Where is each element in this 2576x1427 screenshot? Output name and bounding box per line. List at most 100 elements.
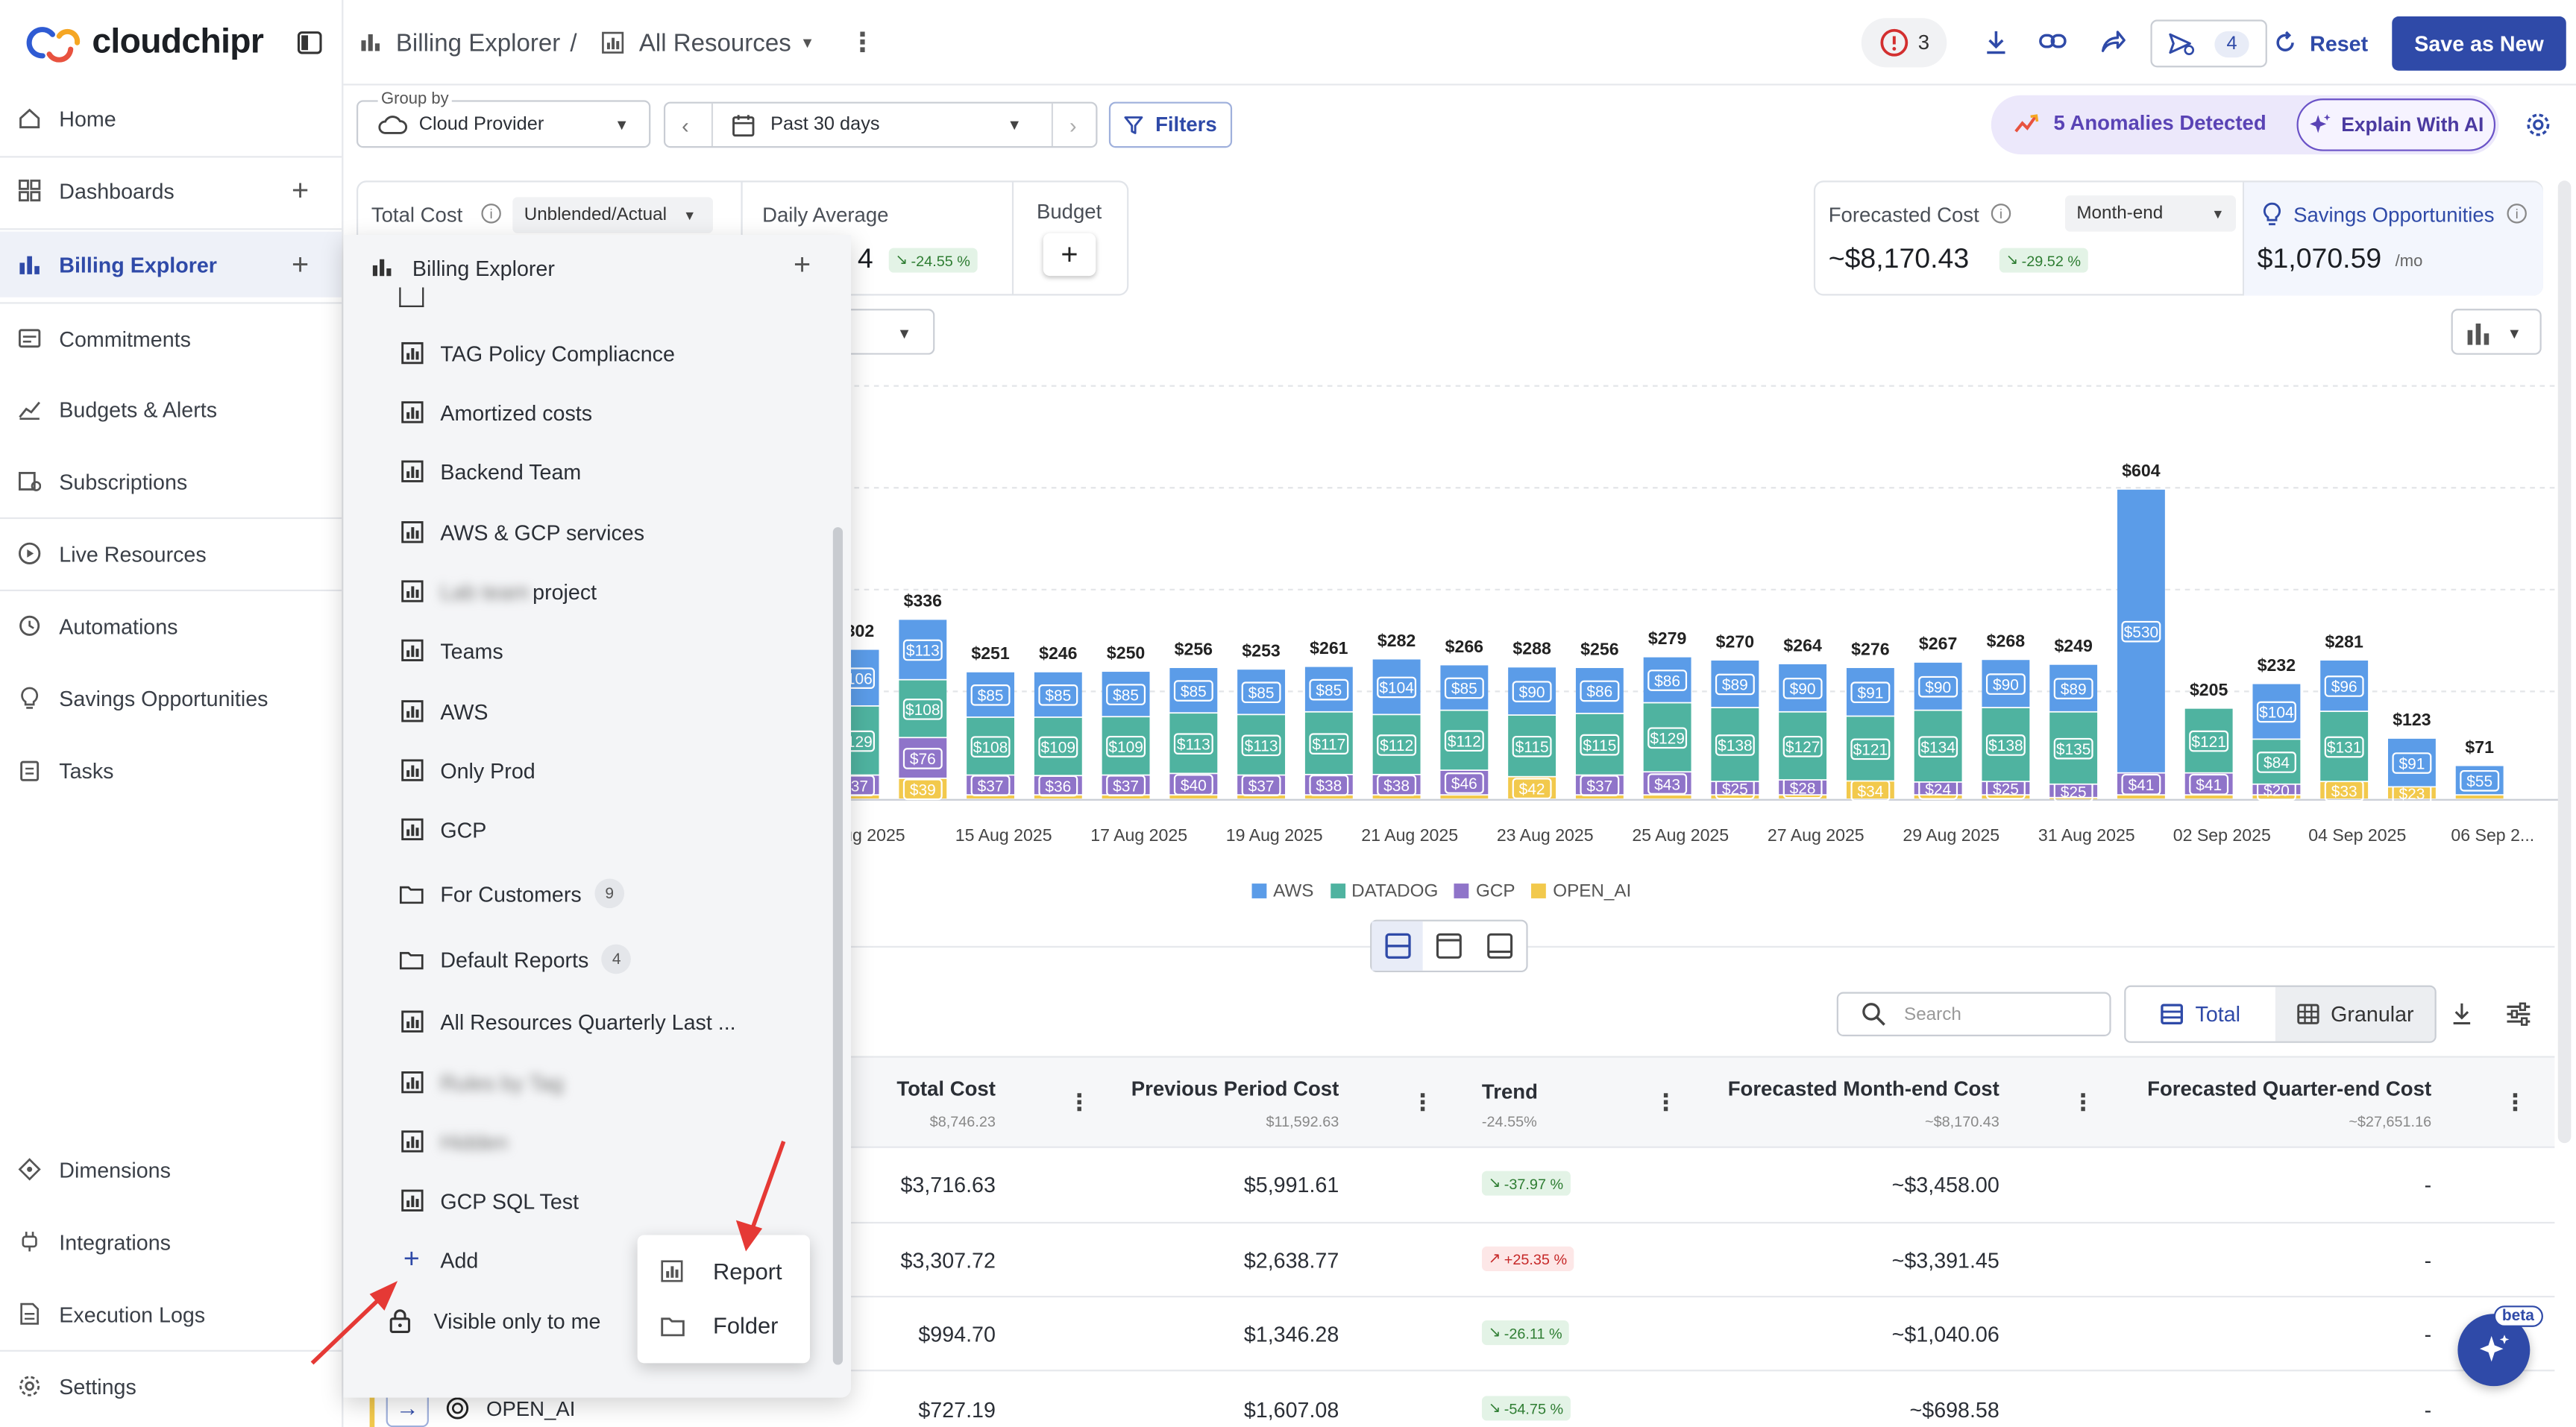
save-as-new-button[interactable]: Save as New [2392, 16, 2566, 71]
legend-item-open-ai[interactable]: OPEN_AI [1531, 882, 1631, 901]
column-settings-icon[interactable] [2505, 1002, 2531, 1027]
layout-table-button[interactable] [1474, 922, 1526, 971]
sidebar-item-settings[interactable]: Settings [0, 1353, 342, 1419]
granular-view-button[interactable]: Granular [2275, 986, 2435, 1042]
cost-type-select[interactable]: Unblended/Actual ▼ [512, 197, 714, 233]
report-icon [399, 400, 424, 424]
alerts-button[interactable]: 3 [1861, 18, 1947, 68]
panel-item-report[interactable]: Hidden [399, 1118, 508, 1165]
info-icon[interactable]: i [2507, 204, 2527, 224]
panel-add-button[interactable]: + Add [399, 1237, 478, 1283]
info-icon[interactable]: i [1991, 204, 2011, 224]
date-range-picker[interactable]: ‹ Past 30 days ▼ › [663, 101, 1098, 148]
download-icon[interactable] [1985, 30, 2008, 56]
sidebar-item-savings-opportunities[interactable]: Savings Opportunities [0, 665, 342, 731]
data-label: $90 [1993, 676, 2019, 693]
column-header-previous-period-cost[interactable]: Previous Period Cost [1131, 1077, 1339, 1100]
panel-item-report[interactable]: TAG Policy Compliacnce [399, 330, 675, 377]
bar-total-label: $71 [2465, 737, 2494, 757]
breadcrumb-root[interactable]: Billing Explorer [395, 29, 561, 58]
notifications-button[interactable]: 4 [2150, 19, 2267, 68]
share-icon[interactable] [2101, 30, 2126, 53]
sidebar-item-live-resources[interactable]: Live Resources [0, 520, 342, 586]
search-input[interactable]: Search [1836, 992, 2111, 1036]
panel-item-report[interactable]: Amortized costs [399, 389, 592, 435]
sidebar-item-integrations[interactable]: Integrations [0, 1209, 342, 1274]
filters-button[interactable]: Filters [1108, 101, 1233, 148]
panel-item-report[interactable]: GCP SQL Test [399, 1177, 579, 1223]
column-menu-icon[interactable]: ⋮ [2504, 1089, 2527, 1115]
sidebar-item-billing-explorer[interactable]: Billing Explorer + [0, 231, 342, 297]
add-budget-button[interactable]: + [1043, 233, 1096, 277]
column-menu-icon[interactable]: ⋮ [1654, 1089, 1678, 1115]
anomalies-detected-link[interactable]: 5 Anomalies Detected [2053, 111, 2266, 135]
data-label-frame [1444, 677, 1484, 699]
sidebar-item-budgets-alerts[interactable]: Budgets & Alerts [0, 376, 342, 441]
panel-scrollbar[interactable] [832, 527, 844, 1365]
view-dropdown-chevron-icon[interactable]: ▼ [799, 34, 815, 51]
previous-period-icon[interactable]: ‹ [682, 113, 689, 139]
legend-item-gcp[interactable]: GCP [1454, 882, 1515, 901]
info-icon[interactable]: i [481, 204, 501, 224]
view-name[interactable]: All Resources [638, 29, 791, 58]
forecast-period-select[interactable]: Month-end ▼ [2064, 195, 2237, 232]
settings-gear-icon[interactable] [2525, 112, 2551, 138]
panel-item-report[interactable]: AWS & GCP services [399, 509, 644, 555]
explain-with-ai-button[interactable]: Explain With AI [2296, 98, 2496, 151]
link-icon[interactable] [2039, 31, 2067, 51]
panel-item-report[interactable]: All Resources Quarterly Last ... [399, 998, 736, 1045]
panel-item-report[interactable]: Teams [399, 627, 503, 673]
sidebar-item-home[interactable]: Home [0, 86, 342, 151]
panel-item-folder[interactable]: Default Reports 4 [399, 936, 632, 983]
panel-item-folder[interactable]: For Customers 9 [399, 870, 624, 916]
sidebar-item-subscriptions[interactable]: Subscriptions [0, 448, 342, 514]
column-header-forecasted-month-end[interactable]: Forecasted Month-end Cost [1727, 1077, 1999, 1100]
legend-item-aws[interactable]: AWS [1251, 882, 1313, 901]
column-menu-icon[interactable]: ⋮ [1067, 1089, 1091, 1115]
panel-item-report[interactable]: Backend Team [399, 448, 581, 494]
panel-item-report[interactable]: Rules by Tag [399, 1059, 563, 1106]
column-header-total-cost[interactable]: Total Cost [896, 1077, 996, 1100]
next-period-icon[interactable]: › [1069, 113, 1077, 139]
add-report-icon[interactable]: + [793, 248, 811, 281]
total-view-button[interactable]: Total [2126, 986, 2275, 1042]
sidebar-item-tasks[interactable]: Tasks [0, 737, 342, 803]
sidebar-item-commitments[interactable]: Commitments [0, 306, 342, 371]
column-menu-icon[interactable]: ⋮ [1411, 1089, 1435, 1115]
column-header-trend[interactable]: Trend [1481, 1080, 1538, 1104]
panel-item-report[interactable]: GCP [399, 807, 486, 853]
sidebar-item-execution-logs[interactable]: Execution Logs [0, 1281, 342, 1346]
legend-item-datadog[interactable]: DATADOG [1330, 882, 1438, 901]
add-report-icon[interactable]: + [291, 247, 310, 280]
layout-split-button[interactable] [1372, 921, 1424, 971]
add-report-option[interactable]: Report [661, 1258, 782, 1285]
brand-logo[interactable]: cloudchipr [23, 23, 264, 63]
collapse-sidebar-icon[interactable] [296, 30, 322, 56]
sidebar-item-dimensions[interactable]: Dimensions [0, 1136, 342, 1202]
group-by-select[interactable]: Group by Cloud Provider ▼ [356, 90, 651, 148]
bar-total-label: $249 [2054, 636, 2092, 655]
sidebar-item-dashboards[interactable]: Dashboards + [0, 157, 342, 223]
chart-type-select[interactable]: ▼ [2451, 309, 2542, 355]
column-menu-icon[interactable]: ⋮ [2071, 1089, 2095, 1115]
sidebar-item-automations[interactable]: Automations [0, 593, 342, 658]
savings-opportunities-panel[interactable]: Savings Opportunities i $1,070.59 /mo [2242, 182, 2543, 296]
panel-item-report[interactable]: Lab team project [399, 568, 597, 614]
visibility-toggle[interactable]: Visible only to me [388, 1297, 600, 1343]
layout-chart-button[interactable] [1423, 922, 1474, 971]
data-label: $104 [1379, 680, 1414, 697]
page-scrollbar[interactable] [2557, 180, 2572, 1144]
reset-button[interactable]: Reset [2310, 31, 2369, 56]
bar-segment-open-ai [844, 796, 879, 799]
bar-chart-icon [16, 251, 43, 277]
add-folder-option[interactable]: Folder [661, 1312, 778, 1338]
reset-icon[interactable] [2274, 31, 2297, 54]
chart-grouping-select[interactable]: ▼ [841, 309, 935, 355]
add-dashboard-icon[interactable]: + [291, 173, 310, 207]
download-table-icon[interactable] [2451, 1002, 2473, 1027]
column-header-forecasted-quarter-end[interactable]: Forecasted Quarter-end Cost [2147, 1077, 2432, 1100]
more-options-icon[interactable]: ⋮ [849, 29, 876, 58]
panel-item-report[interactable]: Only Prod [399, 747, 535, 793]
drilldown-arrow-icon[interactable]: → [386, 1387, 429, 1427]
panel-item-report[interactable]: AWS [399, 688, 489, 734]
